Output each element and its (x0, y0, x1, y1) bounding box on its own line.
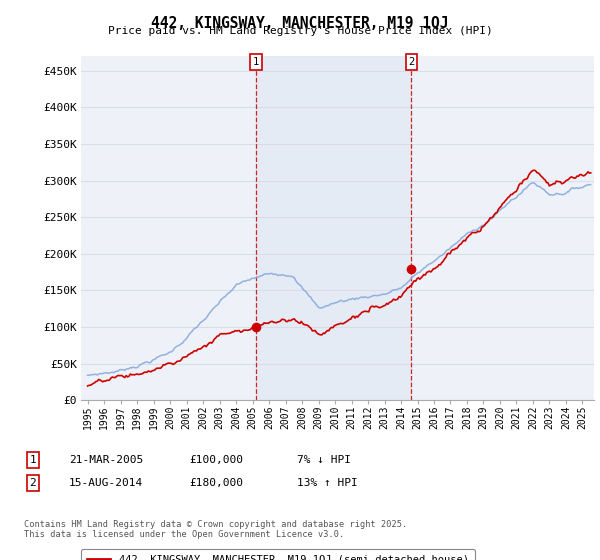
Text: 2: 2 (408, 57, 415, 67)
Text: £100,000: £100,000 (189, 455, 243, 465)
Text: 2: 2 (29, 478, 37, 488)
Text: 15-AUG-2014: 15-AUG-2014 (69, 478, 143, 488)
Legend: 442, KINGSWAY, MANCHESTER, M19 1QJ (semi-detached house), HPI: Average price, se: 442, KINGSWAY, MANCHESTER, M19 1QJ (semi… (81, 549, 475, 560)
Text: 442, KINGSWAY, MANCHESTER, M19 1QJ: 442, KINGSWAY, MANCHESTER, M19 1QJ (151, 16, 449, 31)
Text: Price paid vs. HM Land Registry's House Price Index (HPI): Price paid vs. HM Land Registry's House … (107, 26, 493, 36)
Bar (256, 56, 411, 400)
Text: 1: 1 (253, 57, 259, 67)
Text: £180,000: £180,000 (189, 478, 243, 488)
Text: Contains HM Land Registry data © Crown copyright and database right 2025.
This d: Contains HM Land Registry data © Crown c… (24, 520, 407, 539)
Text: 7% ↓ HPI: 7% ↓ HPI (297, 455, 351, 465)
Text: 21-MAR-2005: 21-MAR-2005 (69, 455, 143, 465)
Text: 13% ↑ HPI: 13% ↑ HPI (297, 478, 358, 488)
Text: 1: 1 (29, 455, 37, 465)
